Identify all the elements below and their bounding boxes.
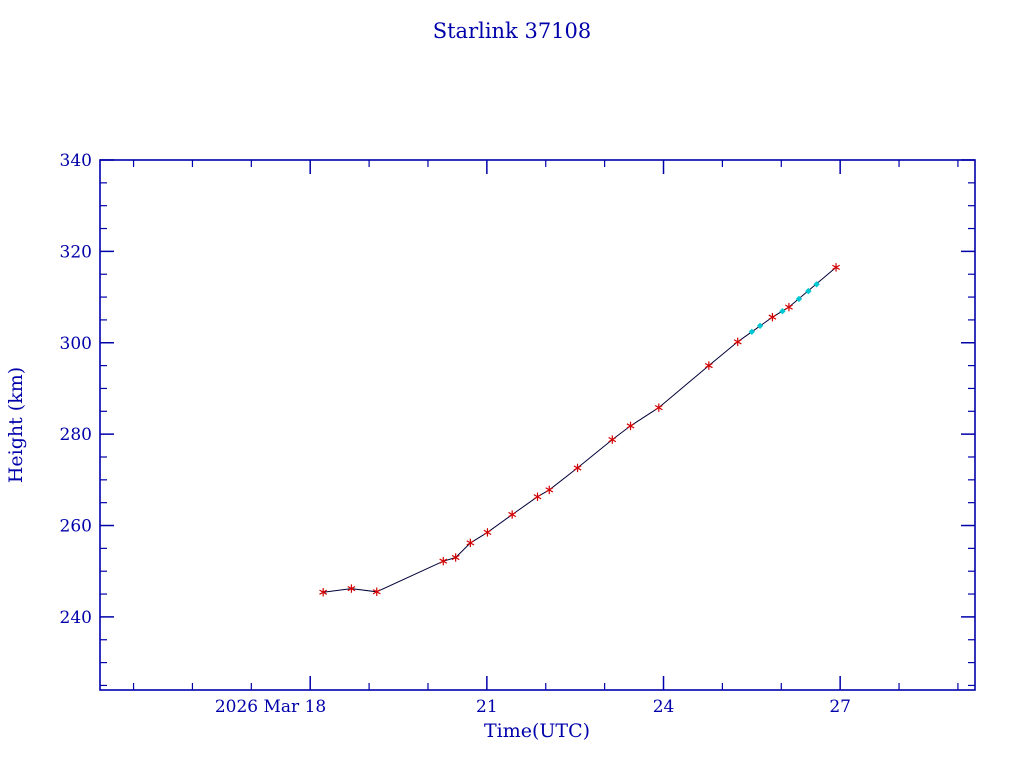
x-tick-label: 24 [653,697,675,717]
predicted-point-marker [805,287,812,295]
y-tick-label: 240 [60,608,92,628]
data-series [319,263,840,597]
observed-point-marker [733,337,742,347]
y-axis-label: Height (km) [5,367,27,483]
observed-point-marker [573,463,582,473]
x-tick-label: 2026 Mar 18 [215,697,326,717]
observed-point-marker [466,538,475,548]
observed-point-marker [704,361,713,370]
observed-point-marker [508,510,517,519]
axes-frame [99,159,976,691]
observed-point-marker [768,312,777,322]
observed-point-marker [533,492,542,501]
observed-point-marker [654,403,663,412]
observed-point-marker [784,302,793,312]
observed-point-marker [347,584,356,593]
x-tick-label: 21 [476,697,498,717]
predicted-point-marker [756,322,764,330]
axis-ticks [100,159,975,690]
x-axis-label: Time(UTC) [484,720,590,742]
observed-point-marker [608,435,617,444]
observed-point-marker [451,553,460,562]
observed-point-marker [626,421,635,431]
observed-heights-line [323,267,837,593]
observed-point-marker [372,587,381,596]
x-tick-label: 27 [829,697,851,717]
predicted-point-marker [748,328,756,335]
predicted-point-marker [779,308,786,315]
plot-frame [99,159,976,691]
observed-point-marker [483,528,492,537]
predicted-point-marker [813,281,820,288]
y-tick-label: 300 [60,334,92,354]
chart-title: Starlink 37108 [433,19,592,43]
y-tick-label: 320 [60,242,92,262]
y-tick-label: 260 [60,517,92,537]
y-tick-label: 280 [60,425,92,445]
axis-tick-labels: 2026 Mar 18 21 24 27 240 260 280 300 320 340 [60,151,851,717]
predicted-point-marker [795,295,803,303]
observed-point-marker [319,588,328,597]
observed-point-marker [545,485,554,495]
y-tick-label: 340 [60,151,92,171]
observed-point-marker [439,556,448,566]
observed-point-marker [832,263,840,272]
